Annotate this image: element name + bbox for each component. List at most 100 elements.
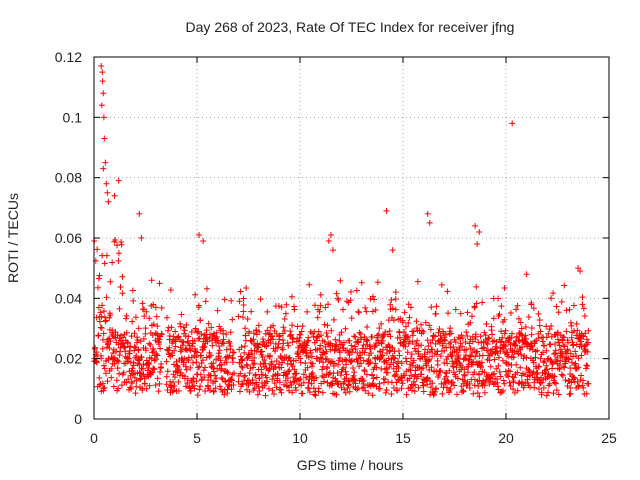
data-point — [197, 383, 204, 390]
data-point — [498, 328, 505, 335]
data-point — [299, 390, 306, 397]
data-point — [580, 305, 587, 312]
data-point — [403, 391, 410, 398]
data-point — [444, 360, 451, 367]
y-tick-label: 0.04 — [55, 290, 82, 306]
data-point — [278, 389, 285, 396]
data-point — [297, 376, 304, 383]
data-point — [443, 356, 450, 363]
x-tick-labels: 0 5 10 15 20 25 — [90, 430, 617, 446]
x-axis-label: GPS time / hours — [297, 457, 404, 473]
data-point — [125, 376, 132, 383]
data-point — [348, 342, 355, 349]
data-point — [461, 371, 468, 378]
data-point — [582, 330, 589, 337]
data-point — [107, 338, 114, 345]
data-point — [138, 365, 145, 372]
data-point — [322, 304, 329, 311]
data-point — [279, 346, 286, 353]
data-point — [558, 371, 565, 378]
data-point — [585, 339, 592, 346]
data-point — [419, 327, 426, 334]
data-point — [418, 321, 425, 328]
data-point — [436, 325, 443, 332]
x-tick-label: 20 — [498, 430, 514, 446]
data-point — [398, 360, 405, 367]
data-point — [404, 349, 411, 356]
data-point — [235, 378, 242, 385]
data-point — [274, 370, 281, 377]
data-point — [503, 359, 510, 366]
x-tick-label: 10 — [292, 430, 308, 446]
data-point — [105, 198, 112, 205]
data-point — [212, 385, 219, 392]
data-point — [583, 336, 590, 343]
data-point — [194, 392, 201, 399]
data-point — [355, 339, 362, 346]
data-point — [497, 373, 504, 380]
data-point — [461, 372, 468, 379]
data-point — [193, 353, 200, 360]
data-point — [123, 329, 130, 336]
data-point — [124, 358, 131, 365]
data-point — [489, 331, 496, 338]
data-point — [418, 342, 425, 349]
data-point — [551, 350, 558, 357]
data-point — [286, 367, 293, 374]
data-point — [230, 381, 237, 388]
data-point — [559, 372, 566, 379]
data-point — [172, 343, 179, 350]
data-point — [422, 346, 429, 353]
data-point — [225, 338, 232, 345]
data-point — [387, 333, 394, 340]
data-point — [561, 364, 568, 371]
data-point — [177, 320, 184, 327]
data-point — [290, 358, 297, 365]
data-point — [473, 283, 480, 290]
data-point — [118, 241, 125, 248]
data-point — [168, 324, 175, 331]
data-point — [185, 333, 192, 340]
data-point — [519, 343, 526, 350]
data-point — [262, 392, 269, 399]
data-point — [435, 372, 442, 379]
data-point — [150, 301, 157, 308]
data-point — [408, 387, 415, 394]
data-point — [228, 386, 235, 393]
data-point — [113, 377, 120, 384]
data-point — [146, 315, 153, 322]
data-point — [336, 347, 343, 354]
data-point — [405, 334, 412, 341]
data-point — [570, 302, 577, 309]
data-point — [392, 289, 399, 296]
data-point — [100, 330, 107, 337]
data-point — [223, 359, 230, 366]
data-point — [128, 380, 135, 387]
data-point — [344, 347, 351, 354]
data-point — [340, 339, 347, 346]
data-point — [414, 337, 421, 344]
y-tick-label: 0.02 — [55, 351, 82, 367]
data-point — [466, 353, 473, 360]
data-point — [108, 374, 115, 381]
data-point — [427, 326, 434, 333]
data-point — [315, 388, 322, 395]
data-point — [203, 285, 210, 292]
data-point — [180, 359, 187, 366]
data-point — [197, 371, 204, 378]
y-tick-label: 0 — [74, 411, 82, 427]
data-point — [535, 385, 542, 392]
data-point — [334, 378, 341, 385]
data-point — [334, 370, 341, 377]
data-point — [237, 353, 244, 360]
data-point — [415, 384, 422, 391]
data-point — [124, 339, 131, 346]
data-point — [238, 344, 245, 351]
data-point — [317, 291, 324, 298]
data-point — [197, 317, 204, 324]
data-point — [365, 390, 372, 397]
data-point — [530, 359, 537, 366]
data-point — [100, 165, 107, 172]
data-point — [528, 325, 535, 332]
data-point — [130, 297, 137, 304]
